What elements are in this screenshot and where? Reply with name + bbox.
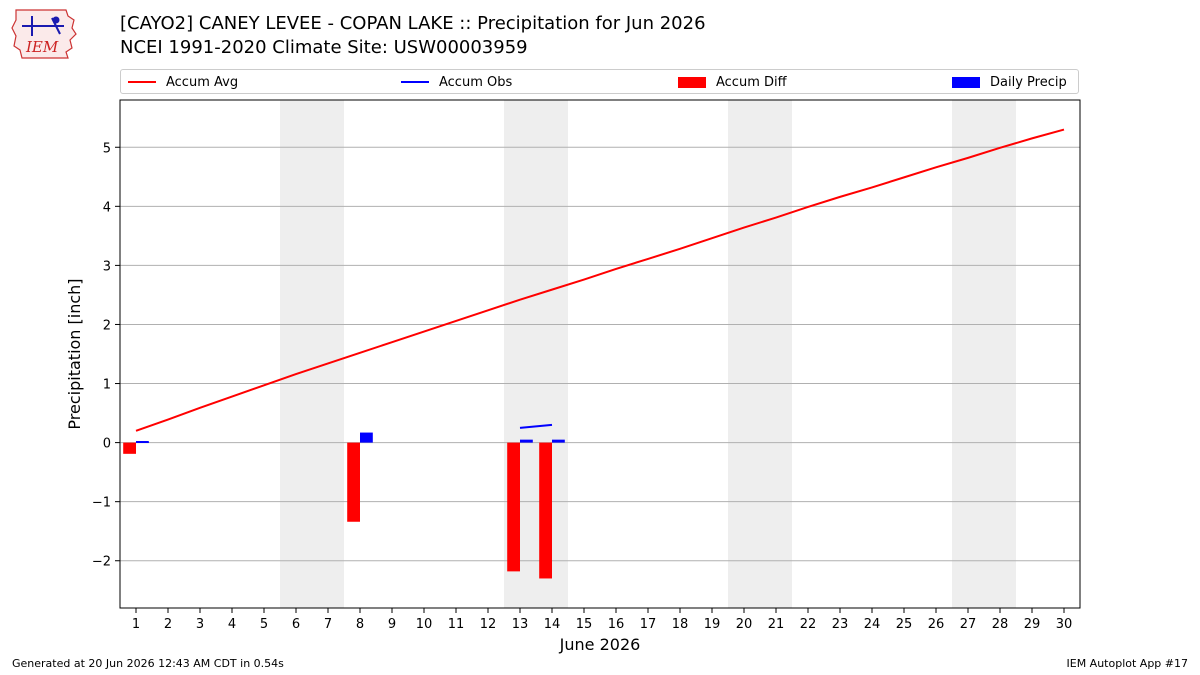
y-tick-label: 1 — [103, 378, 111, 393]
accum-diff-bar — [123, 442, 136, 454]
y-tick-label: −2 — [92, 555, 111, 570]
legend-item-accum-diff: Accum Diff — [678, 73, 787, 91]
x-tick-label: 13 — [512, 617, 529, 632]
y-tick-label: 5 — [103, 141, 111, 156]
accum-diff-bar — [507, 442, 520, 572]
x-tick-label: 30 — [1056, 617, 1073, 632]
x-tick-label: 15 — [576, 617, 593, 632]
x-tick-label: 21 — [768, 617, 785, 632]
legend-item-accum-obs: Accum Obs — [401, 73, 512, 91]
x-tick-label: 16 — [608, 617, 625, 632]
weekend-shade — [952, 100, 1016, 608]
daily-precip-bar — [552, 439, 565, 443]
legend-item-accum-avg: Accum Avg — [128, 73, 238, 91]
accum-avg-line — [135, 128, 1065, 432]
legend-item-daily-precip: Daily Precip — [952, 73, 1067, 91]
accum-diff-bar — [539, 442, 552, 579]
x-tick-label: 4 — [228, 617, 236, 632]
y-tick-label: 3 — [103, 259, 111, 274]
plot-frame — [119, 99, 1081, 609]
daily-precip-bar — [520, 439, 533, 443]
legend-label-accum-avg: Accum Avg — [166, 74, 239, 90]
legend-swatch-daily-precip — [952, 76, 980, 88]
x-tick-label: 27 — [960, 617, 977, 632]
chart-title-line1: [CAYO2] CANEY LEVEE - COPAN LAKE :: Prec… — [120, 13, 706, 34]
x-tick-label: 24 — [864, 617, 881, 632]
legend-label-daily-precip: Daily Precip — [990, 74, 1067, 90]
x-tick-label: 22 — [800, 617, 817, 632]
x-tick-label: 18 — [672, 617, 689, 632]
chart-title-line2: NCEI 1991-2020 Climate Site: USW00003959 — [120, 37, 528, 58]
x-tick-label: 26 — [928, 617, 945, 632]
x-tick-label: 2 — [164, 617, 172, 632]
y-tick-label: 2 — [103, 318, 111, 333]
x-tick-label: 8 — [356, 617, 364, 632]
footer-generated: Generated at 20 Jun 2026 12:43 AM CDT in… — [12, 657, 284, 670]
x-tick-label: 12 — [480, 617, 497, 632]
x-tick-label: 9 — [388, 617, 396, 632]
footer-app: IEM Autoplot App #17 — [1066, 657, 1189, 670]
x-tick-label: 7 — [324, 617, 332, 632]
x-tick-label: 20 — [736, 617, 753, 632]
x-axis-label: June 2026 — [559, 635, 641, 654]
legend-swatch-accum-obs — [401, 81, 429, 83]
x-tick-label: 19 — [704, 617, 721, 632]
accum-obs-line — [519, 423, 553, 429]
iem-logo: IEM — [11, 9, 77, 59]
x-tick-label: 29 — [1024, 617, 1041, 632]
logo-text: IEM — [25, 38, 59, 56]
y-tick-label: 4 — [103, 200, 111, 215]
x-tick-label: 1 — [132, 617, 140, 632]
x-tick-label: 5 — [260, 617, 268, 632]
weekend-shade — [728, 100, 792, 608]
accum-diff-bar — [347, 442, 360, 522]
y-tick-label: −1 — [92, 496, 111, 511]
x-tick-label: 28 — [992, 617, 1009, 632]
x-tick-label: 25 — [896, 617, 913, 632]
legend-swatch-accum-diff — [678, 76, 706, 88]
x-tick-label: 10 — [416, 617, 433, 632]
y-tick-label: 0 — [103, 437, 111, 452]
x-tick-label: 17 — [640, 617, 657, 632]
x-tick-label: 3 — [196, 617, 204, 632]
x-tick-label: 23 — [832, 617, 849, 632]
legend: Accum Avg Accum Obs Accum Diff Daily Pre… — [120, 69, 1079, 94]
legend-label-accum-obs: Accum Obs — [439, 74, 513, 90]
weekend-shade — [280, 100, 344, 608]
legend-swatch-accum-avg — [128, 81, 156, 83]
y-axis-label: Precipitation [inch] — [65, 278, 84, 429]
x-tick-label: 14 — [544, 617, 561, 632]
x-tick-label: 11 — [448, 617, 465, 632]
daily-precip-bar — [360, 432, 373, 443]
x-tick-label: 6 — [292, 617, 300, 632]
legend-label-accum-diff: Accum Diff — [716, 74, 787, 90]
